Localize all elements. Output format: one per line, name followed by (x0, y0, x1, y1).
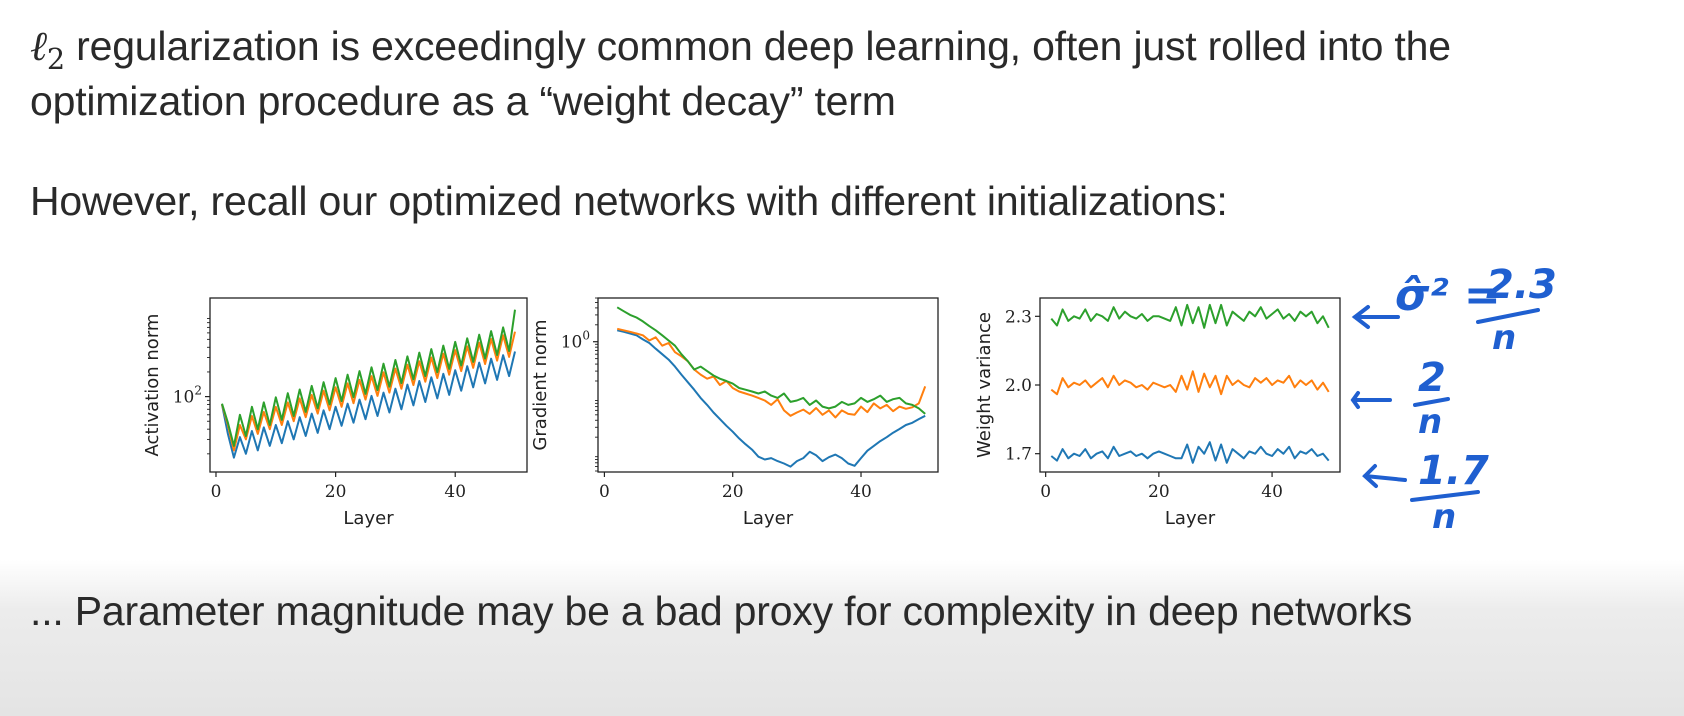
arrow-green-icon (1351, 305, 1400, 329)
l2-letter: ℓ (30, 22, 47, 70)
x-tick-label: 0 (599, 482, 610, 502)
series-line-green (1050, 303, 1330, 329)
slide-line-1: ℓ2 regularization is exceedingly common … (30, 22, 1451, 76)
y-tick-label: 1.7 (1005, 445, 1032, 465)
series-line-green (616, 306, 926, 415)
line-1-text: regularization is exceedingly common dee… (64, 23, 1451, 69)
arrow-blue-icon (1362, 464, 1407, 488)
y-axis-label: Gradient norm (530, 319, 551, 450)
annotation-blue-den: n (1432, 497, 1457, 537)
x-tick-label: 0 (211, 482, 222, 502)
arrow-orange-icon (1350, 391, 1392, 409)
y-tick-label: 2.3 (1005, 307, 1032, 327)
x-tick-label: 20 (722, 482, 744, 502)
fraction-bar-orange (1413, 397, 1450, 407)
series-line-blue (616, 329, 926, 468)
annotation-orange-num: 2 (1418, 355, 1446, 401)
x-tick-label: 20 (1148, 482, 1170, 502)
x-tick-label: 0 (1040, 482, 1051, 502)
annotation-green-num: 2.3 (1486, 262, 1557, 308)
series-line-blue (221, 351, 516, 459)
annotation-orange-den: n (1418, 402, 1443, 442)
slide-bottom-line: ... Parameter magnitude may be a bad pro… (30, 588, 1413, 634)
y-tick-label: 2.0 (1005, 376, 1032, 396)
y-axis-label: Activation norm (142, 314, 163, 457)
fraction-bar-green (1476, 308, 1540, 324)
series-line-green (221, 309, 516, 447)
slide-line-3: However, recall our optimized networks w… (30, 178, 1228, 224)
y-axis-label: Weight variance (974, 312, 995, 458)
l2-symbol: ℓ2 (30, 22, 65, 76)
chart-frame (597, 297, 939, 473)
x-tick-label: 40 (850, 482, 872, 502)
fraction-bar-blue (1410, 490, 1480, 502)
series-line-blue (1050, 441, 1330, 464)
chart-weight-variance: 0 20 40 1.7 2.0 2.3 Layer Weight variance (974, 297, 1341, 529)
annotation-sigma-lhs: σ̂² = (1395, 270, 1501, 321)
series-line-orange (221, 331, 516, 452)
slide-line-2: optimization procedure as a “weight deca… (30, 78, 896, 124)
x-axis-label: Layer (1165, 508, 1216, 529)
annotation-blue-num: 1.7 (1418, 448, 1489, 494)
x-tick-label: 40 (1261, 482, 1283, 502)
x-tick-label: 20 (325, 482, 347, 502)
annotation-green-den: n (1492, 318, 1517, 358)
l2-subscript: 2 (46, 42, 65, 77)
x-axis-label: Layer (343, 508, 394, 529)
chart-frame (209, 297, 528, 473)
x-tick-label: 40 (444, 482, 466, 502)
x-axis-label: Layer (743, 508, 794, 529)
series-line-orange (1050, 370, 1330, 396)
series-line-orange (616, 327, 927, 419)
